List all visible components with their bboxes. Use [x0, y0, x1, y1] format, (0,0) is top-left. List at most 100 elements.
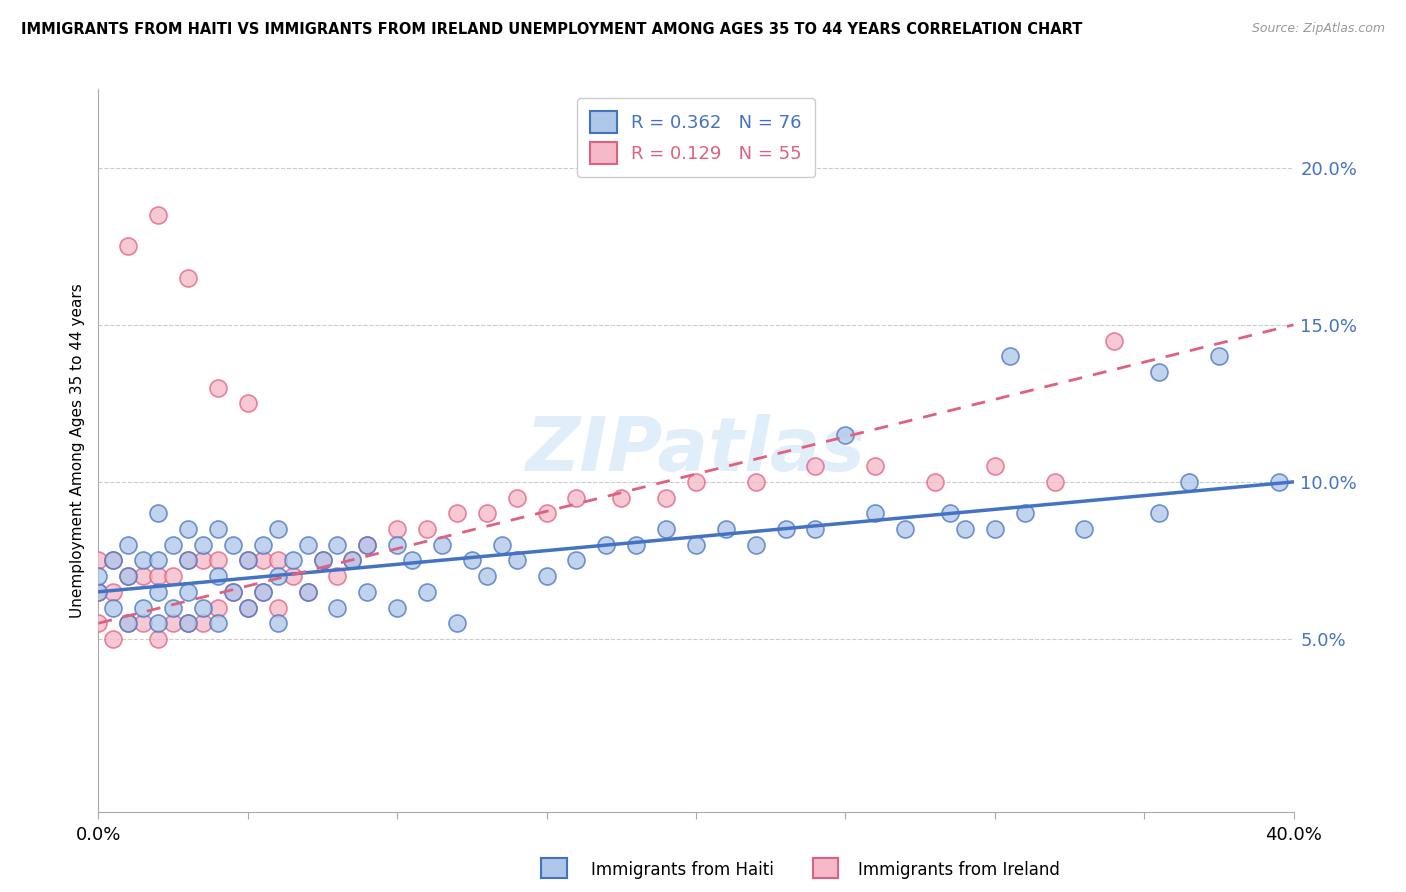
Point	[446, 616, 468, 631]
Point	[297, 584, 319, 599]
Point	[1073, 522, 1095, 536]
Point	[311, 553, 333, 567]
Point	[148, 632, 170, 646]
Point	[162, 600, 184, 615]
Point	[177, 270, 200, 285]
Point	[207, 569, 229, 583]
Point	[117, 616, 139, 631]
Point	[103, 584, 125, 599]
Point	[177, 616, 200, 631]
Point	[132, 569, 155, 583]
Point	[207, 600, 229, 615]
Point	[177, 553, 200, 567]
Y-axis label: Unemployment Among Ages 35 to 44 years: Unemployment Among Ages 35 to 44 years	[69, 283, 84, 618]
Point	[148, 584, 170, 599]
Point	[177, 522, 200, 536]
Point	[984, 522, 1007, 536]
Point	[865, 506, 887, 520]
Point	[87, 553, 110, 567]
Point	[236, 553, 259, 567]
Point	[117, 569, 139, 583]
Point	[148, 569, 170, 583]
Point	[491, 538, 513, 552]
Point	[117, 569, 139, 583]
Point	[655, 522, 678, 536]
Point	[236, 600, 259, 615]
Point	[610, 491, 633, 505]
Point	[177, 584, 200, 599]
Point	[416, 584, 439, 599]
Point	[87, 584, 110, 599]
Point	[326, 538, 349, 552]
Point	[267, 522, 290, 536]
Point	[1208, 349, 1230, 363]
Point	[506, 553, 529, 567]
Point	[87, 616, 110, 631]
Point	[297, 584, 319, 599]
Point	[745, 475, 768, 489]
Point	[87, 569, 110, 583]
Point	[939, 506, 962, 520]
Point	[267, 553, 290, 567]
Point	[326, 569, 349, 583]
Point	[148, 506, 170, 520]
Point	[267, 616, 290, 631]
Point	[1267, 475, 1289, 489]
Point	[446, 506, 468, 520]
Point	[222, 538, 245, 552]
Point	[162, 538, 184, 552]
Point	[87, 584, 110, 599]
Point	[1014, 506, 1036, 520]
Point	[834, 427, 856, 442]
Point	[1147, 506, 1170, 520]
Text: Immigrants from Ireland: Immigrants from Ireland	[858, 861, 1060, 879]
Point	[148, 553, 170, 567]
Point	[252, 584, 274, 599]
Point	[461, 553, 484, 567]
Point	[222, 584, 245, 599]
Point	[311, 553, 333, 567]
Point	[148, 616, 170, 631]
Point	[1043, 475, 1066, 489]
Point	[177, 616, 200, 631]
Point	[1104, 334, 1126, 348]
Point	[177, 553, 200, 567]
Point	[207, 553, 229, 567]
Text: Immigrants from Haiti: Immigrants from Haiti	[591, 861, 773, 879]
Point	[356, 538, 378, 552]
Point	[252, 553, 274, 567]
Text: ZIPatlas: ZIPatlas	[526, 414, 866, 487]
Point	[804, 459, 827, 474]
Point	[191, 600, 214, 615]
Point	[236, 600, 259, 615]
Point	[342, 553, 364, 567]
Point	[1147, 365, 1170, 379]
Point	[385, 522, 409, 536]
Point	[685, 475, 707, 489]
Point	[804, 522, 827, 536]
Point	[655, 491, 678, 505]
Point	[132, 616, 155, 631]
Point	[117, 538, 139, 552]
Point	[565, 553, 588, 567]
Point	[236, 553, 259, 567]
Text: IMMIGRANTS FROM HAITI VS IMMIGRANTS FROM IRELAND UNEMPLOYMENT AMONG AGES 35 TO 4: IMMIGRANTS FROM HAITI VS IMMIGRANTS FROM…	[21, 22, 1083, 37]
Point	[132, 553, 155, 567]
Point	[207, 381, 229, 395]
Point	[626, 538, 648, 552]
Point	[506, 491, 529, 505]
Point	[103, 553, 125, 567]
Point	[267, 600, 290, 615]
Point	[103, 553, 125, 567]
Point	[536, 569, 558, 583]
Point	[565, 491, 588, 505]
Point	[595, 538, 617, 552]
Point	[326, 600, 349, 615]
Point	[162, 616, 184, 631]
Point	[475, 506, 498, 520]
Point	[385, 600, 409, 615]
Point	[191, 553, 214, 567]
Point	[953, 522, 976, 536]
Point	[297, 538, 319, 552]
Point	[222, 584, 245, 599]
